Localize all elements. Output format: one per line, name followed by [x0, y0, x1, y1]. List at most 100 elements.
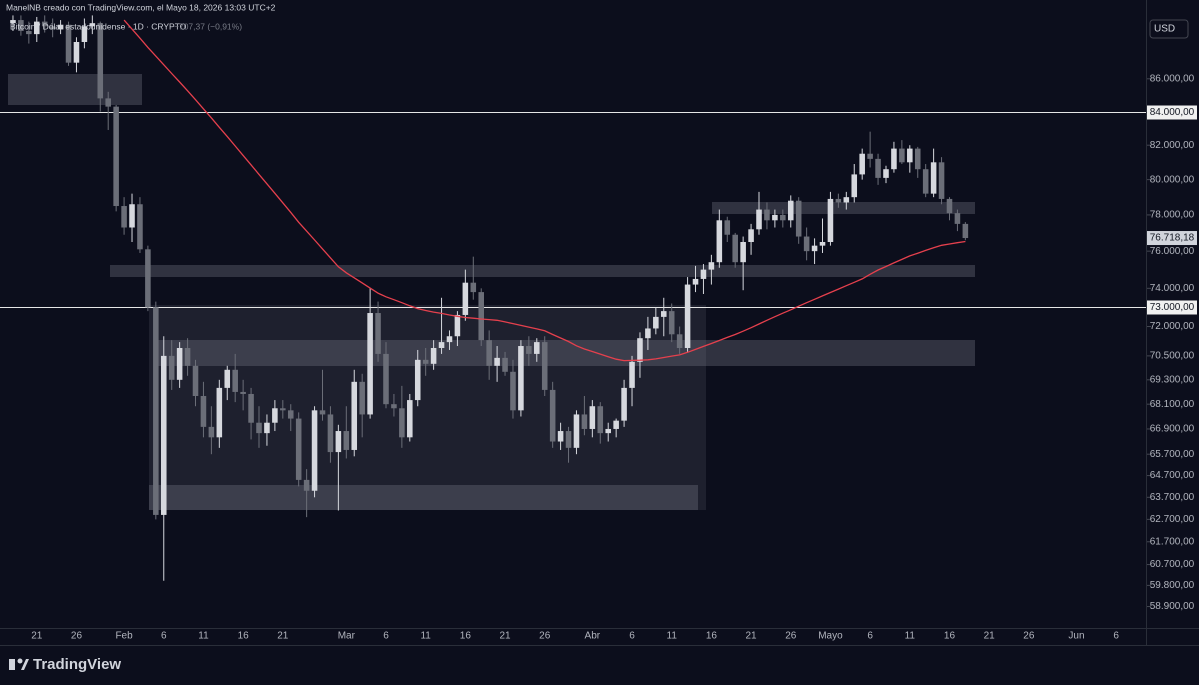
- x-tick-label: 6: [161, 631, 167, 642]
- candle-body: [653, 316, 659, 329]
- candle-body: [494, 357, 500, 366]
- logo-part: [17, 658, 23, 664]
- candle-body: [462, 282, 469, 315]
- candle-body: [700, 269, 707, 279]
- candle-body: [819, 242, 826, 246]
- candle-body: [375, 313, 381, 354]
- candle-body: [732, 234, 738, 263]
- candle-body: [795, 200, 802, 237]
- moving-average: [123, 19, 966, 362]
- last-price-box: [1147, 231, 1197, 246]
- logo-part: [9, 659, 15, 670]
- y-tick-label: 64.700,00: [1150, 470, 1195, 481]
- candle-body: [740, 242, 746, 263]
- candle-body: [835, 198, 842, 203]
- candle-body: [10, 20, 16, 24]
- y-tick-label: 62.700,00: [1150, 514, 1195, 525]
- candle-body: [605, 428, 611, 434]
- zone: [155, 340, 975, 366]
- y-tick-label: 76.000,00: [1150, 246, 1195, 257]
- x-tick-label: 6: [867, 631, 873, 642]
- candle-body: [367, 313, 373, 415]
- candle-body: [89, 23, 96, 27]
- candle-body: [168, 355, 175, 380]
- y-tick-label: 80.000,00: [1150, 174, 1195, 185]
- x-tick-label: 26: [71, 631, 83, 642]
- candle-body: [891, 148, 897, 170]
- change: −707,37 (−0,91%): [174, 21, 242, 31]
- candle-body: [565, 431, 572, 448]
- candle-body: [645, 328, 651, 339]
- x-tick-label: 6: [1113, 631, 1119, 642]
- level-label-box: [1147, 105, 1197, 120]
- candle-body: [780, 214, 786, 221]
- candle-body: [660, 311, 667, 317]
- candle-body: [240, 391, 246, 394]
- y-tick-label: 70.500,00: [1150, 351, 1195, 362]
- candle-body: [637, 338, 643, 362]
- candle-body: [343, 431, 350, 450]
- candle-body: [280, 408, 286, 411]
- candle-body: [549, 389, 556, 442]
- candle-body: [510, 371, 516, 411]
- candle-body: [153, 307, 159, 515]
- candle-body: [629, 361, 635, 388]
- y-tick-label: 59.800,00: [1150, 580, 1195, 591]
- candle-body: [430, 347, 437, 364]
- candle-body: [772, 214, 778, 221]
- candle-body: [883, 169, 889, 178]
- candle-body: [129, 204, 135, 228]
- candle-body: [184, 347, 191, 366]
- candle-body: [391, 404, 397, 409]
- candle-body: [803, 236, 810, 252]
- candle-body: [724, 220, 731, 235]
- candle-body: [827, 198, 834, 243]
- x-tick-label: 16: [706, 631, 718, 642]
- y-tick-label: 69.300,00: [1150, 374, 1195, 385]
- y-tick-label: 60.700,00: [1150, 559, 1195, 570]
- candle-body: [518, 346, 524, 411]
- candle-body: [121, 206, 127, 228]
- x-tick-label: 16: [238, 631, 250, 642]
- candle-body: [581, 414, 588, 429]
- brand-logo[interactable]: TradingView: [9, 656, 121, 673]
- level-label-box: [1147, 300, 1197, 315]
- currency: USD: [1154, 24, 1175, 35]
- currency-box[interactable]: [1149, 19, 1189, 39]
- candle-body: [248, 393, 254, 423]
- x-tick-label: 21: [984, 631, 996, 642]
- candle-body: [295, 418, 302, 480]
- level-label: 84.000,00: [1150, 107, 1195, 118]
- x-tick-label: 21: [31, 631, 43, 642]
- candle-body: [34, 21, 40, 35]
- candle-body: [851, 174, 858, 198]
- candle-body: [57, 24, 64, 30]
- x-tick-label: 26: [539, 631, 551, 642]
- x-tick-label: 6: [383, 631, 389, 642]
- y-tick-label: 58.900,00: [1150, 601, 1195, 612]
- x-tick-label: Jun: [1068, 631, 1084, 642]
- candle-body: [787, 200, 794, 221]
- candle-body: [867, 153, 873, 159]
- candle-body: [922, 169, 929, 194]
- candle-body: [383, 353, 389, 405]
- candle-body: [272, 408, 278, 423]
- x-tick-label: 11: [905, 631, 916, 642]
- zone: [149, 305, 706, 510]
- candle-body: [359, 381, 365, 415]
- symbol: Bitcoin / Dólar estadounidense · 1D · CR…: [10, 21, 187, 31]
- x-tick-label: 16: [944, 631, 956, 642]
- candle-body: [875, 158, 881, 178]
- x-tick-label: 16: [460, 631, 472, 642]
- candle-body: [573, 414, 580, 448]
- candle-body: [843, 197, 850, 203]
- candle-body: [526, 346, 532, 354]
- candle-body: [65, 24, 72, 63]
- candle-body: [684, 284, 691, 348]
- candle-body: [756, 209, 762, 230]
- candle-body: [216, 387, 223, 438]
- candle-body: [716, 220, 723, 263]
- candle-body: [454, 314, 461, 337]
